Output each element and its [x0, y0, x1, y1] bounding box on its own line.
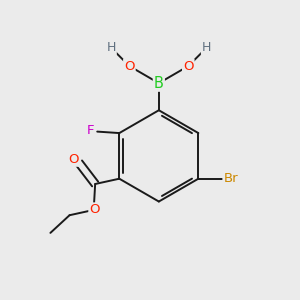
Text: B: B — [154, 76, 164, 91]
Text: O: O — [124, 60, 135, 73]
Text: F: F — [87, 124, 94, 137]
Text: O: O — [68, 153, 79, 166]
Text: O: O — [89, 203, 100, 216]
Text: O: O — [183, 60, 194, 73]
Text: H: H — [106, 41, 116, 54]
Text: H: H — [202, 41, 211, 54]
Text: Br: Br — [224, 172, 238, 185]
